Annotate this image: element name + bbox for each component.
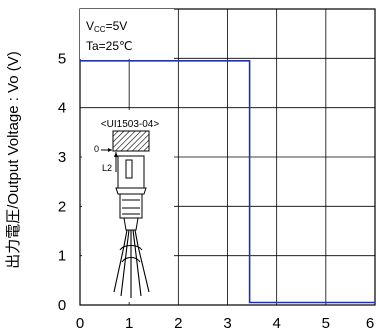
x-tick-label: 1 <box>125 315 133 332</box>
y-axis-label: 出力電圧/Output Voltage : Vo (V) <box>5 51 22 269</box>
x-tick-labels: 0 1 2 3 4 5 6 <box>76 315 374 332</box>
sensor-body-icon <box>115 155 147 231</box>
y-tick-label: 1 <box>58 248 66 265</box>
sensor-inset: <UI1503-04> 0 L2 <box>82 110 174 302</box>
x-tick-label: 6 <box>366 315 374 332</box>
svg-text:VCC=5V: VCC=5V <box>86 19 127 34</box>
origin-marker-label: 0 <box>94 144 99 154</box>
y-tick-label: 5 <box>58 50 66 67</box>
y-tick-labels: 0 1 2 3 4 5 <box>58 50 66 314</box>
part-number-label: <UI1503-04> <box>101 119 160 130</box>
lead-wires-icon <box>113 229 150 298</box>
output-voltage-line <box>80 60 375 304</box>
x-tick-label: 5 <box>322 315 330 332</box>
x-tick-label: 3 <box>223 315 231 332</box>
x-tick-label: 2 <box>174 315 182 332</box>
y-tick-label: 2 <box>58 198 66 215</box>
magnet-icon <box>112 130 150 152</box>
y-tick-label: 4 <box>58 100 66 117</box>
x-tick-label: 0 <box>76 315 84 332</box>
plot-border <box>79 8 376 306</box>
l2-label: L2 <box>102 163 112 173</box>
vcc-symbol: V <box>86 19 94 33</box>
y-tick-label: 0 <box>58 297 66 314</box>
x-tick-label: 4 <box>272 315 280 332</box>
y-tick-label: 3 <box>58 149 66 166</box>
vcc-subscript: CC <box>94 25 106 34</box>
ta-condition: Ta=25℃ <box>86 39 133 53</box>
vcc-value: =5V <box>106 19 128 33</box>
conditions-box: VCC=5V Ta=25℃ <box>80 9 174 59</box>
